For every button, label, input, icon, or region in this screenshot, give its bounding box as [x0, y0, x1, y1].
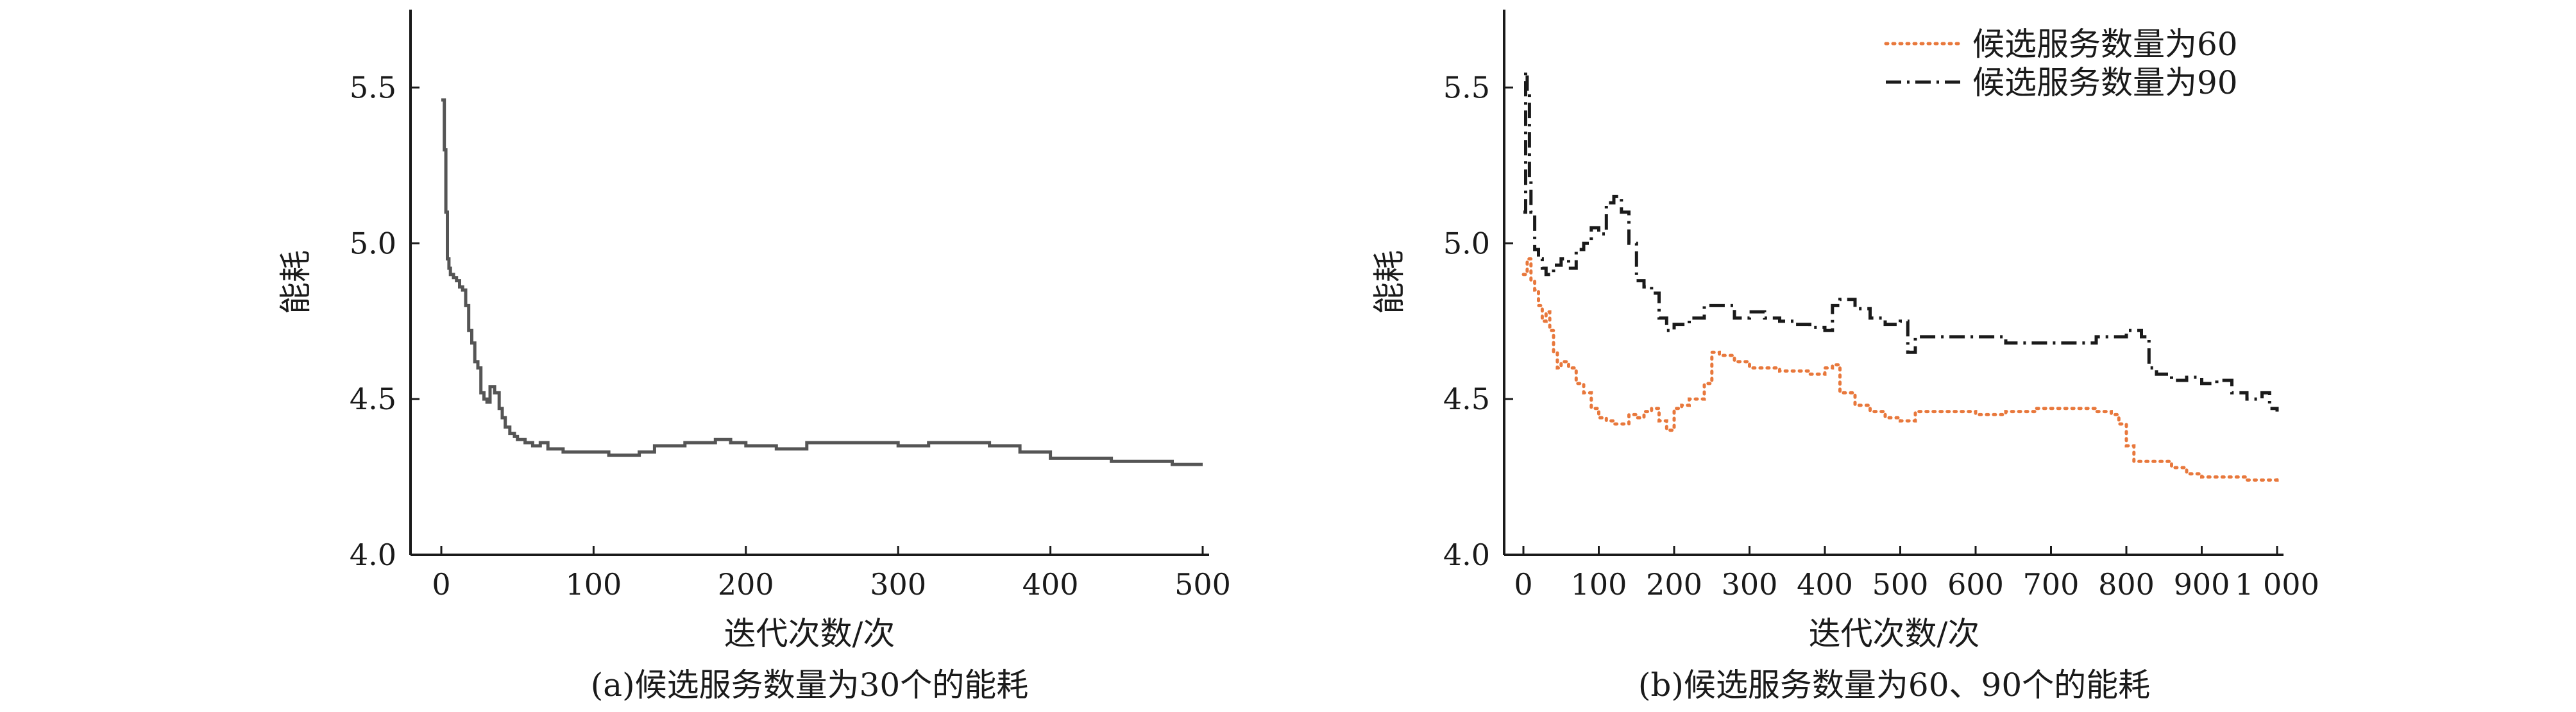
panel-a-series [441, 98, 1203, 466]
panel-a-chart: 0 100 200 300 400 500 4.0 4.5 5.0 5.5 能耗 迭代次数/次 (… [277, 10, 1231, 704]
panel-a-y-axis-title: 能耗 [277, 250, 314, 314]
panel-a-y-tick-label: 4.5 [350, 382, 396, 416]
panel-b-x-tick-label: 100 [1571, 567, 1627, 602]
panel-b-y-tick-label: 4.5 [1443, 382, 1490, 416]
panel-a-y-tick-label: 5.0 [350, 226, 396, 260]
panel-b-series-line-1 [1523, 70, 2279, 412]
panel-a-y-tick-label: 5.5 [350, 70, 396, 105]
panel-a-x-tick-label: 300 [870, 567, 926, 602]
panel-a-caption: (a)候选服务数量为30个的能耗 [591, 666, 1028, 704]
panel-b-y-axis-title: 能耗 [1371, 250, 1408, 314]
legend-label-series-60: 候选服务数量为60 [1972, 26, 2238, 63]
panel-b-legend: 候选服务数量为60 候选服务数量为90 [1884, 26, 2238, 101]
panel-b-x-tick-label: 600 [1947, 567, 2004, 602]
panel-b-x-tick-label: 200 [1646, 567, 1702, 602]
panel-b-y-tick-label: 5.5 [1443, 70, 1490, 105]
panel-a-x-axis-title: 迭代次数/次 [724, 615, 895, 652]
panel-a-x-tick-label: 0 [432, 567, 450, 602]
panel-a-y-tick-label: 4.0 [350, 538, 396, 572]
panel-b-x-axis-title: 迭代次数/次 [1809, 615, 1980, 652]
panel-b-y-tick-label: 5.0 [1443, 226, 1490, 260]
panel-b-chart: 0 100 200 300 400 500 600 700 800 900 1 000 4.0 4.5 5… [1371, 10, 2319, 704]
panel-b-x-tick-label: 700 [2023, 567, 2080, 602]
panel-b-y-tick-label: 4.0 [1443, 538, 1490, 572]
panel-b-x-tick-label: 0 [1514, 567, 1532, 602]
panel-b-x-tick-label: 800 [2098, 567, 2155, 602]
panel-b-series [1521, 70, 2279, 482]
panel-b-x-tick-label: 400 [1797, 567, 1853, 602]
panel-a-x-tick-label: 100 [565, 567, 622, 602]
panel-a-x-tick-label: 500 [1174, 567, 1231, 602]
panel-b-x-tick-label: 1 000 [2235, 567, 2319, 602]
panel-b-series-line-0 [1521, 257, 2279, 482]
legend-label-series-90: 候选服务数量为90 [1972, 64, 2238, 101]
panel-b-caption: (b)候选服务数量为60、90个的能耗 [1638, 666, 2150, 704]
panel-b-x-tick-label: 900 [2174, 567, 2230, 602]
panel-a-x-tick-label: 400 [1022, 567, 1079, 602]
panel-a-x-tick-label: 200 [718, 567, 774, 602]
panel-a-ticks: 0 100 200 300 400 500 4.0 4.5 5.0 5.5 [350, 70, 1231, 602]
panel-b-ticks: 0 100 200 300 400 500 600 700 800 900 1 000 4.0 4.5 5… [1443, 70, 2319, 602]
panel-a-series-line-0 [441, 98, 1203, 466]
panel-b-x-tick-label: 500 [1872, 567, 1929, 602]
panel-b-x-tick-label: 300 [1722, 567, 1778, 602]
